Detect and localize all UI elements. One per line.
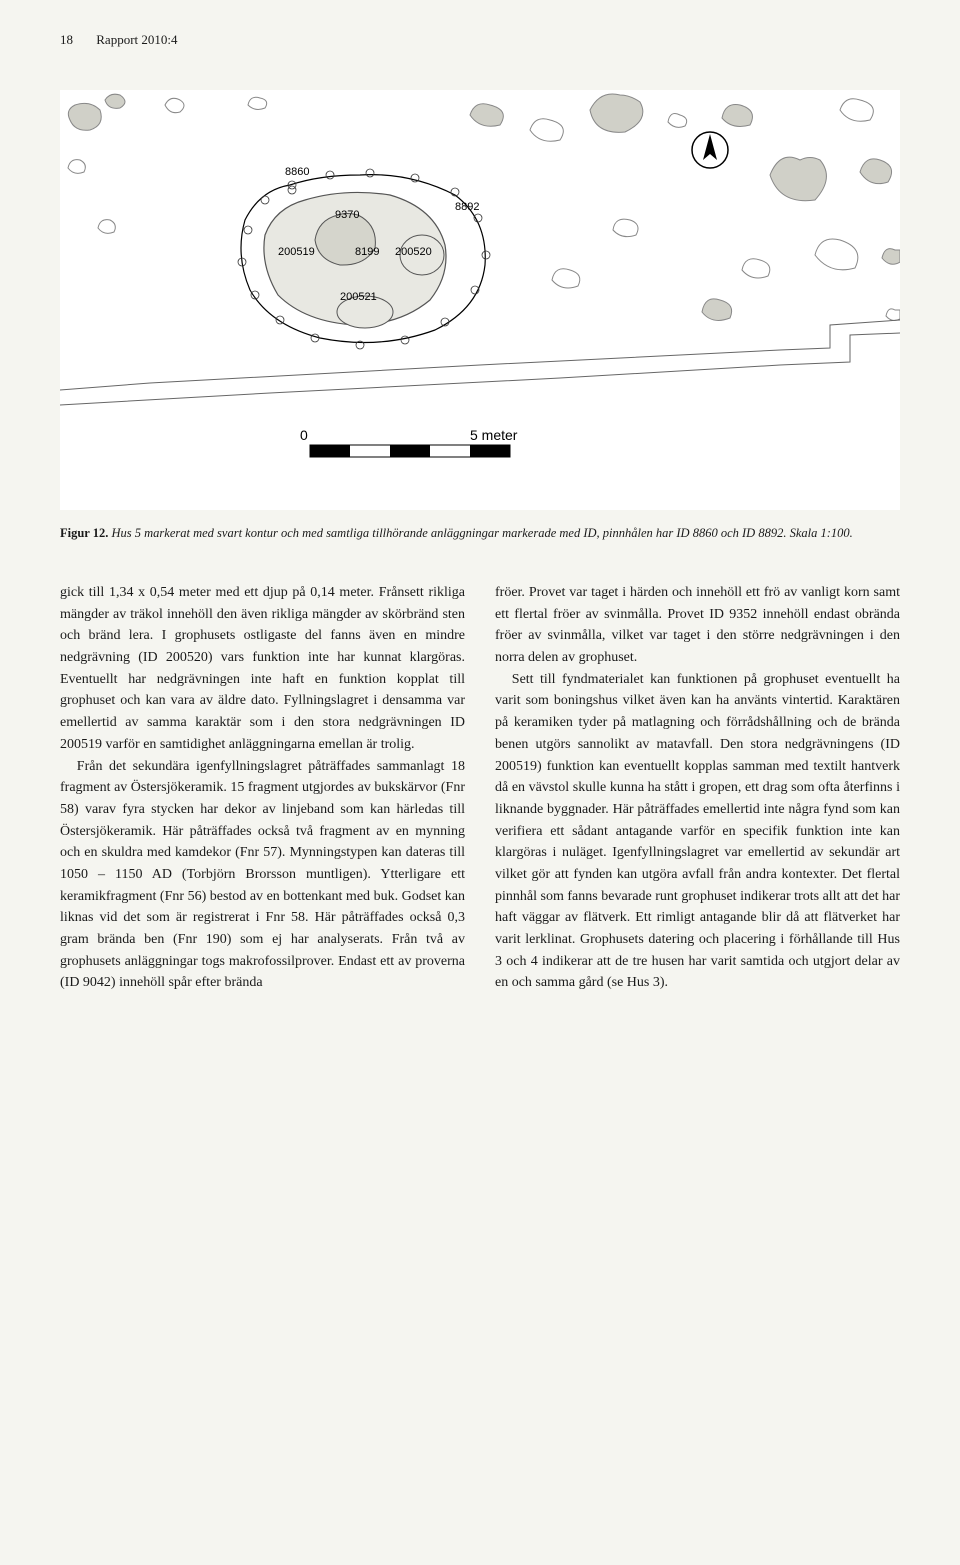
label-200521: 200521 [340,291,377,303]
column-right: fröer. Provet var taget i härden och inn… [495,582,900,994]
label-8860: 8860 [285,166,309,178]
col1-para2: Från det sekundära igenfyllningslagret p… [60,756,465,995]
label-200519: 200519 [278,246,315,258]
main-feature [238,169,490,349]
col2-para1: fröer. Provet var taget i härden och inn… [495,582,900,669]
label-8199: 8199 [355,246,379,258]
label-200520: 200520 [395,246,432,258]
report-label: Rapport 2010:4 [96,32,177,47]
scale-zero: 0 [300,427,308,443]
figure-svg: 8860 9370 200519 8199 200520 8892 200521… [60,90,900,510]
label-9370: 9370 [335,209,359,221]
page-number: 18 [60,30,73,50]
column-left: gick till 1,34 x 0,54 meter med ett djup… [60,582,465,994]
col1-para1: gick till 1,34 x 0,54 meter med ett djup… [60,582,465,756]
page-header: 18 Rapport 2010:4 [60,30,900,50]
body-columns: gick till 1,34 x 0,54 meter med ett djup… [60,582,900,994]
scale-max: 5 meter [470,427,518,443]
scale-bar: 0 5 meter [300,427,518,457]
figure-12: 8860 9370 200519 8199 200520 8892 200521… [60,90,900,543]
figure-caption-text: Hus 5 markerat med svart kontur och med … [108,526,852,540]
north-arrow-icon [692,132,728,168]
col2-para2: Sett till fyndmaterialet kan funktionen … [495,669,900,994]
figure-number: Figur 12. [60,526,108,540]
label-8892: 8892 [455,201,479,213]
figure-caption: Figur 12. Hus 5 markerat med svart kontu… [60,525,900,543]
